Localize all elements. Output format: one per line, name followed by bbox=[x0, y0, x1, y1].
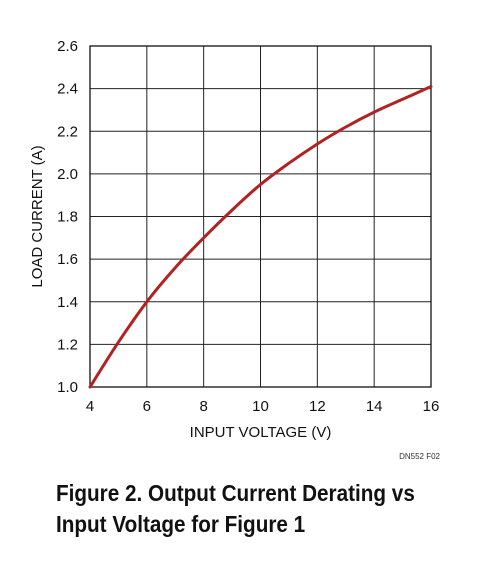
x-tick-label: 12 bbox=[309, 398, 326, 415]
y-tick-label: 1.4 bbox=[57, 294, 78, 311]
y-tick-label: 1.6 bbox=[57, 251, 78, 268]
chart-grid bbox=[90, 46, 431, 387]
series-line bbox=[88, 85, 433, 389]
y-tick-label: 2.6 bbox=[57, 38, 78, 55]
x-tick-label: 10 bbox=[252, 398, 269, 415]
y-axis-label: LOAD CURRENT (A) bbox=[29, 145, 46, 287]
x-tick-label: 14 bbox=[366, 398, 383, 415]
y-tick-label: 1.2 bbox=[57, 336, 78, 353]
y-tick-label: 2.2 bbox=[57, 123, 78, 140]
y-tick-label: 2.0 bbox=[57, 166, 78, 183]
x-tick-labels: 4 6 8 10 12 14 16 bbox=[86, 398, 440, 415]
figure-code: DN552 F02 bbox=[399, 452, 440, 461]
caption-line-1: Figure 2. Output Current Derating vs bbox=[56, 480, 415, 506]
caption-line-2: Input Voltage for Figure 1 bbox=[56, 511, 306, 537]
x-tick-label: 6 bbox=[143, 398, 151, 415]
x-tick-label: 4 bbox=[86, 398, 94, 415]
x-tick-label: 16 bbox=[423, 398, 440, 415]
figure-caption: Figure 2. Output Current Derating vs Inp… bbox=[56, 478, 452, 540]
y-tick-label: 2.4 bbox=[57, 81, 78, 98]
y-tick-label: 1.8 bbox=[57, 209, 78, 226]
chart: 4 6 8 10 12 14 16 1.01.21.41.61.82.02.22.42.6 … bbox=[29, 38, 441, 461]
x-tick-label: 8 bbox=[199, 398, 207, 415]
y-tick-labels: 1.0 1.2 1.4 1.6 1.8 2.0 2.2 2.4 2.6 bbox=[57, 38, 78, 396]
x-axis-label: INPUT VOLTAGE (V) bbox=[190, 424, 332, 441]
plot-frame bbox=[89, 45, 432, 388]
y-tick-label: 1.0 bbox=[57, 379, 78, 396]
